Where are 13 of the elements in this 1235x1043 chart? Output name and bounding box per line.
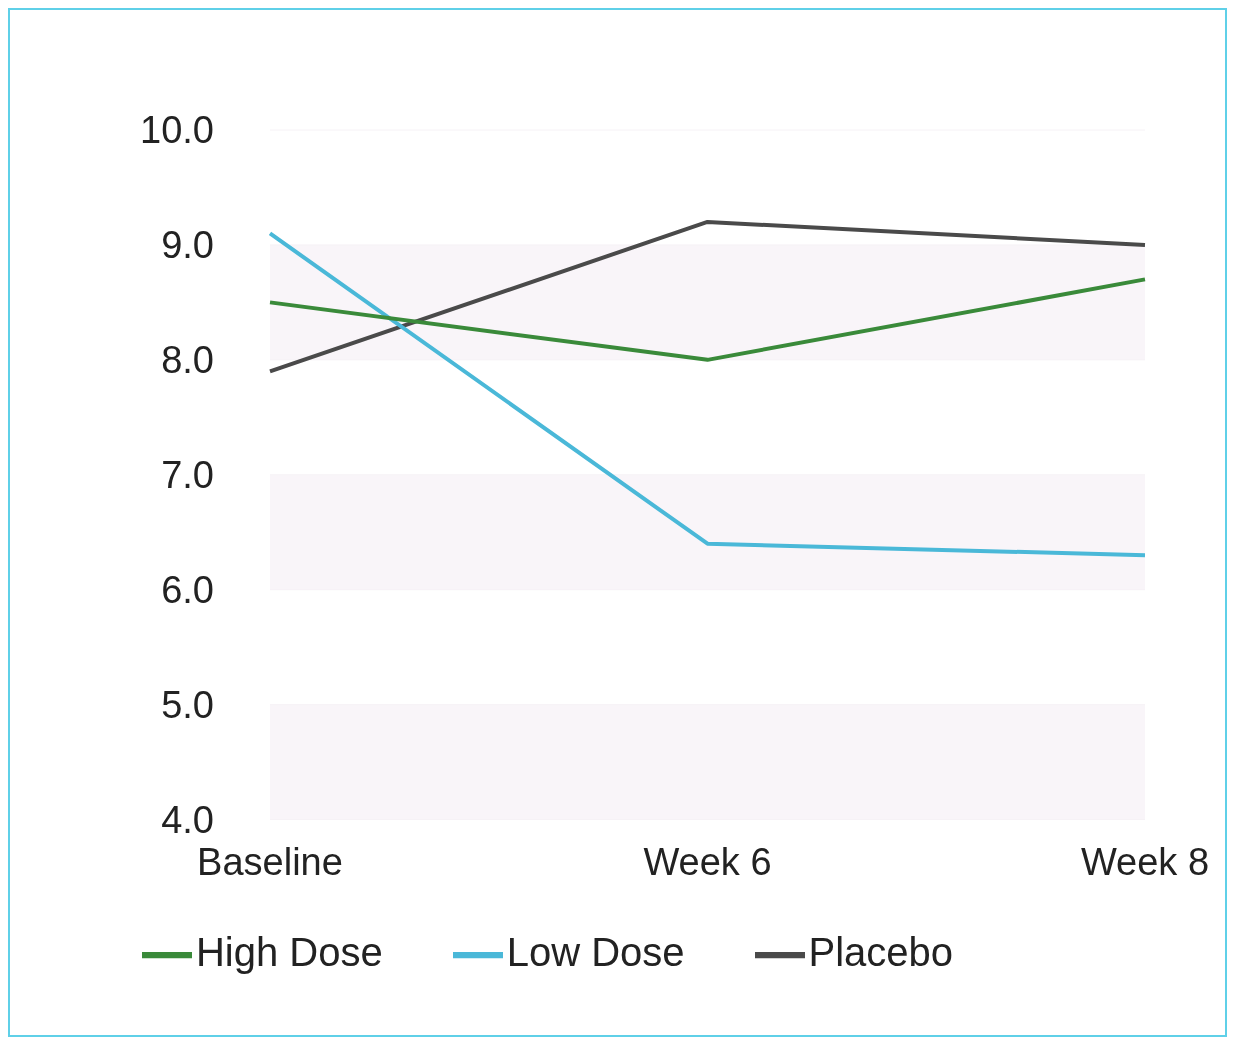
legend-label: High Dose bbox=[195, 929, 383, 974]
y-tick-label: 5.0 bbox=[161, 684, 214, 727]
y-tick-label: 4.0 bbox=[161, 799, 214, 842]
x-tick-label: Week 6 bbox=[643, 840, 772, 883]
y-tick-label: 9.0 bbox=[161, 224, 214, 267]
y-tick-label: 10.0 bbox=[140, 109, 214, 152]
legend-label: Placebo bbox=[808, 929, 954, 974]
x-tick-label: Week 8 bbox=[1080, 840, 1210, 883]
x-tick-label: Baseline bbox=[197, 840, 343, 883]
y-tick-label: 6.0 bbox=[161, 569, 214, 612]
legend-label: Low Dose bbox=[506, 929, 685, 974]
y-tick-label: 8.0 bbox=[161, 339, 214, 382]
y-tick-label: 7.0 bbox=[161, 454, 214, 497]
